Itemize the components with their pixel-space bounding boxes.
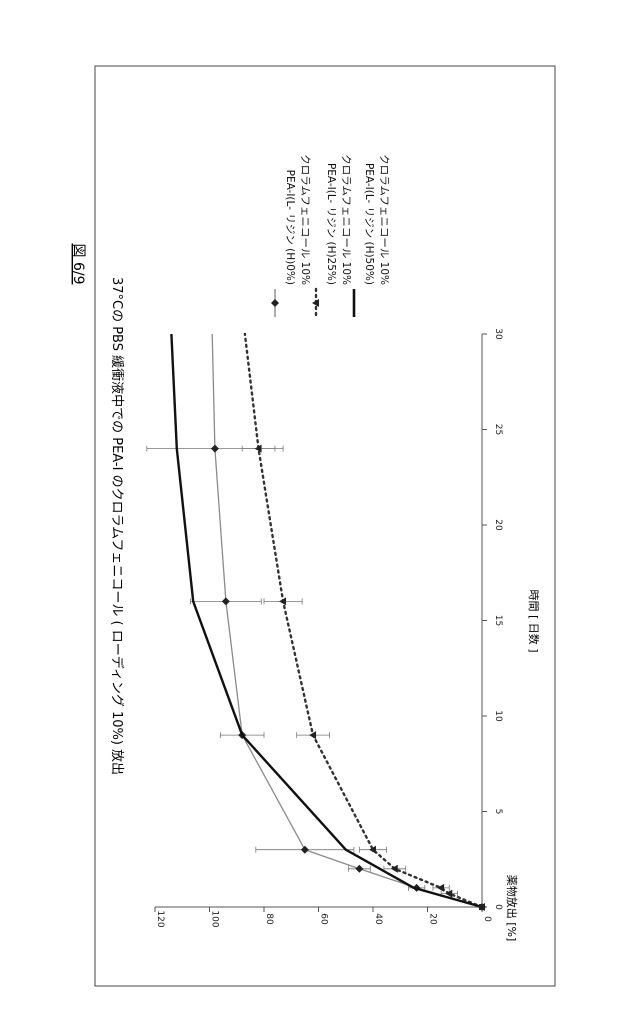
data-point-marker — [445, 889, 453, 898]
chart-title: 37°Cの PBS 緩衝液中での PEA-I のクロラムフェニコール ( ローデ… — [109, 277, 125, 775]
data-point-marker — [309, 731, 317, 740]
x-tick-label: 10 — [493, 710, 503, 722]
x-tick-label: 0 — [493, 904, 503, 910]
legend-marker — [271, 299, 279, 307]
data-point-marker — [210, 444, 219, 453]
series-line-3 — [170, 333, 483, 909]
x-tick-label: 15 — [493, 615, 503, 626]
chart-frame — [94, 65, 556, 987]
data-point-marker — [221, 597, 230, 606]
x-axis-label: 時間 [ 日数 ] — [527, 589, 540, 652]
data-point-marker — [355, 864, 364, 873]
legend-label: PEA-I(L- リジン (H)50%) — [363, 163, 375, 285]
y-tick-label: 20 — [428, 913, 438, 925]
data-point-marker — [254, 444, 262, 453]
x-tick-label: 25 — [493, 424, 503, 435]
series-lines — [146, 332, 486, 911]
legend: PEA-I(L- リジン (H)0%) クロラムフェニコール 10% PEA-I(L… — [271, 154, 390, 319]
x-tick-label: 20 — [493, 519, 503, 531]
data-point-marker — [369, 845, 376, 854]
y-tick-label: 40 — [373, 913, 383, 925]
figure-label: 図 6/9 — [70, 244, 86, 285]
legend-label: クロラムフェニコール 10% — [378, 154, 390, 285]
y-tick-label: 100 — [210, 910, 220, 927]
data-point-marker — [300, 845, 309, 854]
y-axis-label: 薬物放出 [%] — [505, 875, 519, 942]
legend-label: クロラムフェニコール 10% — [340, 154, 352, 285]
y-tick-label: 0 — [482, 916, 492, 922]
data-point-marker — [437, 883, 445, 892]
series-line-2 — [243, 332, 484, 909]
legend-label: PEA-I(L- リジン (H)0%) — [284, 170, 296, 285]
x-tick-label: 30 — [493, 328, 503, 340]
origin-marker — [479, 904, 485, 910]
legend-label: PEA-I(L- リジン (H)25%) — [325, 163, 337, 285]
y-tick-label: 80 — [264, 913, 274, 925]
data-point-marker — [279, 597, 287, 606]
legend-marker — [312, 299, 319, 307]
axes: 0 5 10 15 20 25 30 0 20 40 60 80 100 120 — [154, 328, 503, 928]
x-tick-label: 5 — [493, 809, 503, 815]
y-tick-label: 60 — [319, 913, 329, 925]
series-line-1 — [211, 333, 483, 908]
legend-label: クロラムフェニコール 10% — [299, 154, 311, 285]
y-tick-label: 120 — [155, 910, 165, 927]
data-point-marker — [390, 864, 398, 873]
